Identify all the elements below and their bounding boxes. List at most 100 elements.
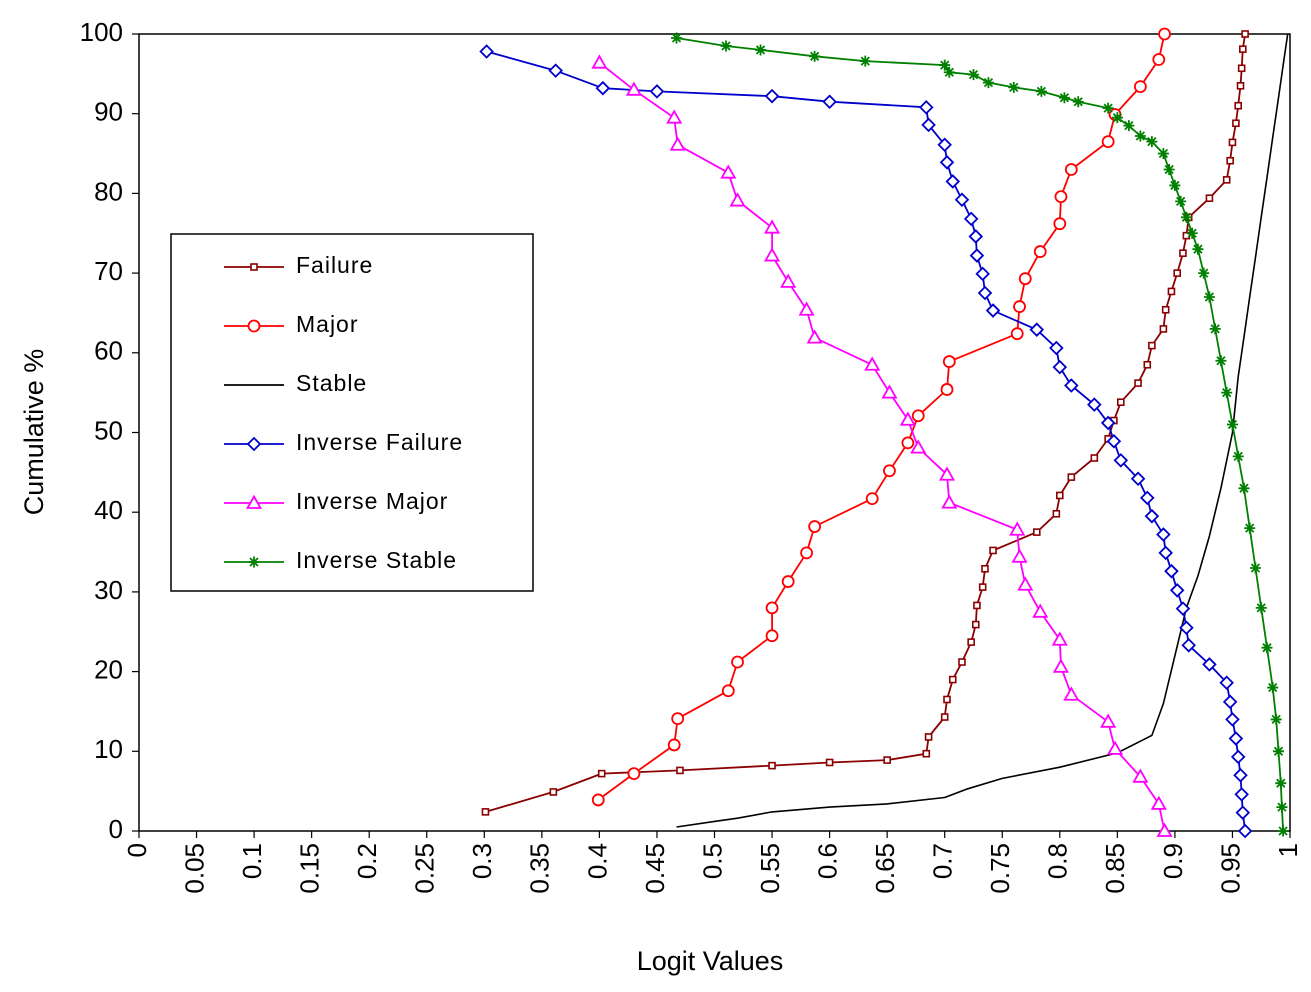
data-point-inverse-stable xyxy=(671,32,683,44)
data-point-failure xyxy=(967,638,975,646)
data-point-inverse-major xyxy=(798,301,815,316)
data-point-inverse-failure xyxy=(945,174,961,189)
legend-label-inverse-stable: Inverse Stable xyxy=(296,547,457,573)
x-tick-label: 0.1 xyxy=(237,843,267,879)
x-tick-label: 0.5 xyxy=(697,843,727,879)
legend-marker-major xyxy=(247,319,261,333)
data-point-failure xyxy=(825,758,834,767)
x-tick-label: 0.8 xyxy=(1043,843,1073,879)
data-point-failure xyxy=(1228,138,1237,147)
x-tick-label: 1 xyxy=(1273,843,1303,857)
data-point-major xyxy=(627,767,641,781)
data-point-major xyxy=(781,575,795,588)
data-point-inverse-stable xyxy=(1238,482,1250,494)
data-point-inverse-stable xyxy=(1146,136,1158,148)
data-point-inverse-failure xyxy=(921,117,936,133)
data-point-failure xyxy=(1167,287,1176,296)
series-line-inverse-stable xyxy=(676,37,1284,832)
data-point-inverse-stable xyxy=(939,59,951,71)
data-point-failure xyxy=(1032,528,1041,536)
data-point-failure xyxy=(973,601,981,610)
x-tick-label: 0 xyxy=(122,843,152,857)
data-point-failure xyxy=(1148,341,1156,350)
data-point-inverse-stable xyxy=(1192,243,1204,255)
data-point-failure xyxy=(1222,176,1231,184)
data-point-inverse-failure xyxy=(1219,675,1234,691)
data-point-inverse-failure xyxy=(969,248,985,263)
data-point-inverse-failure xyxy=(975,266,990,282)
data-point-inverse-failure xyxy=(963,211,979,227)
data-point-failure xyxy=(1134,379,1142,387)
data-point-inverse-failure xyxy=(1235,805,1251,820)
data-point-major xyxy=(911,409,925,423)
data-point-inverse-major xyxy=(1011,548,1028,563)
data-point-major xyxy=(1013,300,1026,313)
data-point-inverse-stable xyxy=(1215,355,1227,367)
y-tick-label: 70 xyxy=(94,256,123,286)
data-point-inverse-stable xyxy=(755,44,767,56)
data-point-inverse-failure xyxy=(1225,712,1240,727)
data-point-inverse-major xyxy=(1052,658,1069,673)
data-point-major xyxy=(1010,327,1024,341)
data-point-inverse-stable xyxy=(1209,323,1221,335)
legend-marker-inverse-stable xyxy=(248,556,260,568)
data-point-inverse-major xyxy=(941,494,958,509)
data-point-inverse-major xyxy=(720,164,737,179)
data-point-failure xyxy=(948,675,957,684)
data-point-major xyxy=(800,546,813,560)
data-point-failure xyxy=(768,761,776,770)
data-point-major xyxy=(940,383,954,396)
data-point-inverse-major xyxy=(1017,576,1034,591)
x-tick-label: 0.25 xyxy=(410,843,440,894)
data-point-failure xyxy=(597,769,606,778)
data-point-inverse-stable xyxy=(1175,195,1187,207)
data-point-inverse-failure xyxy=(649,84,665,99)
data-point-inverse-major xyxy=(591,54,608,69)
data-point-major xyxy=(1064,163,1078,176)
data-point-failure xyxy=(1117,398,1125,407)
data-point-inverse-failure xyxy=(1144,508,1160,524)
data-point-inverse-major xyxy=(666,109,683,124)
data-point-major xyxy=(591,793,605,807)
data-point-inverse-stable xyxy=(982,77,994,89)
data-point-inverse-failure xyxy=(1130,471,1146,486)
data-point-inverse-stable xyxy=(943,66,955,78)
data-point-inverse-stable xyxy=(1272,745,1284,757)
data-point-inverse-failure xyxy=(1106,433,1122,449)
data-point-major xyxy=(865,492,879,506)
data-point-inverse-major xyxy=(1107,740,1124,755)
legend-label-stable: Stable xyxy=(296,370,367,396)
series-line-stable xyxy=(676,33,1289,828)
data-point-inverse-major xyxy=(864,356,881,371)
data-point-failure xyxy=(1067,473,1076,481)
y-axis-title: Cumulative % xyxy=(19,349,49,516)
data-point-failure xyxy=(481,808,490,816)
legend-marker-inverse-failure xyxy=(246,436,262,452)
y-tick-label: 0 xyxy=(109,814,123,844)
data-point-failure xyxy=(1143,360,1152,369)
data-point-failure xyxy=(1056,491,1064,500)
data-point-failure xyxy=(1241,30,1249,38)
legend-marker-inverse-major xyxy=(245,494,263,509)
data-point-major xyxy=(942,355,956,368)
x-tick-label: 0.05 xyxy=(179,843,209,894)
data-point-inverse-failure xyxy=(1181,638,1196,653)
data-point-major xyxy=(765,601,779,615)
data-point-inverse-stable xyxy=(1058,92,1070,104)
data-point-inverse-failure xyxy=(1113,453,1129,468)
data-point-inverse-major xyxy=(1132,768,1149,783)
data-point-failure xyxy=(1179,249,1187,257)
x-tick-label: 0.55 xyxy=(755,843,785,894)
data-point-inverse-stable xyxy=(1102,102,1114,114)
data-point-inverse-failure xyxy=(1230,749,1246,765)
data-point-inverse-failure xyxy=(822,94,837,110)
data-point-failure xyxy=(1052,509,1061,518)
data-point-inverse-stable xyxy=(1072,96,1084,108)
data-point-major xyxy=(721,684,735,698)
data-point-inverse-major xyxy=(625,81,642,96)
data-point-failure xyxy=(940,713,949,721)
y-tick-label: 40 xyxy=(94,495,123,525)
data-point-inverse-stable xyxy=(1186,227,1198,239)
data-point-inverse-failure xyxy=(1140,490,1155,506)
